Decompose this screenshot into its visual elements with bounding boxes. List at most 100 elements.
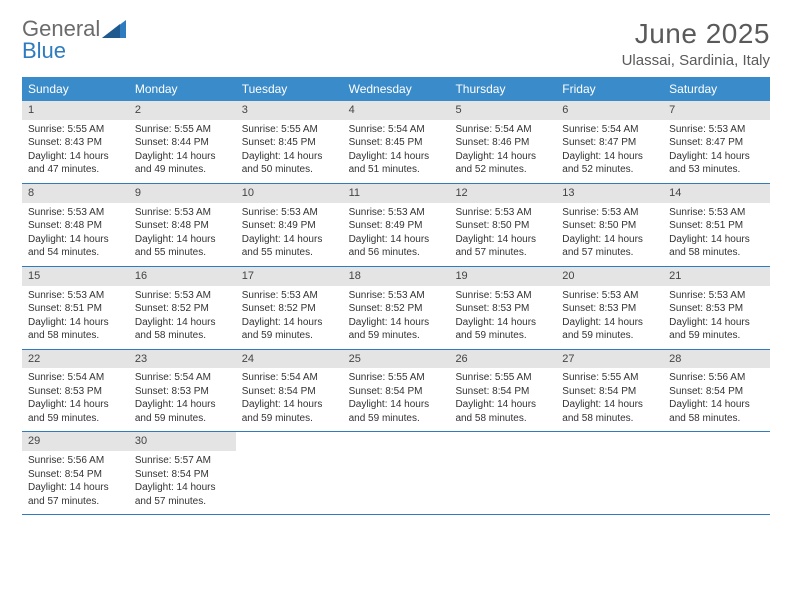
day-number: 17 [236,267,343,286]
sunset-line: Sunset: 8:53 PM [135,385,230,399]
daylight-line: Daylight: 14 hours and 57 minutes. [135,481,230,508]
sunrise-line: Sunrise: 5:53 AM [135,206,230,220]
day-number: 14 [663,184,770,203]
daylight-line: Daylight: 14 hours and 59 minutes. [562,316,657,343]
day-cell: 28Sunrise: 5:56 AMSunset: 8:54 PMDayligh… [663,350,770,432]
weekday-header: Friday [556,77,663,101]
day-cell: 1Sunrise: 5:55 AMSunset: 8:43 PMDaylight… [22,101,129,183]
day-cell: 23 Sunrise: 5:54 AMSunset: 8:53 PMDayligh… [129,350,236,432]
sunset-line: Sunset: 8:50 PM [562,219,657,233]
day-cell: 21Sunrise: 5:53 AMSunset: 8:53 PMDayligh… [663,267,770,349]
sunrise-line: Sunrise: 5:53 AM [242,206,337,220]
logo-triangle-icon [102,18,128,40]
sunset-line: Sunset: 8:52 PM [135,302,230,316]
weekday-header-row: SundayMondayTuesdayWednesdayThursdayFrid… [22,77,770,101]
daylight-line: Daylight: 14 hours and 59 minutes. [349,398,444,425]
logo: General Blue [22,18,128,62]
daylight-line: Daylight: 14 hours and 59 minutes. [242,398,337,425]
week-row: 15Sunrise: 5:53 AMSunset: 8:51 PMDayligh… [22,267,770,350]
day-number: 5 [449,101,556,120]
daylight-line: Daylight: 14 hours and 55 minutes. [242,233,337,260]
daylight-line: Daylight: 14 hours and 59 minutes. [455,316,550,343]
sunset-line: Sunset: 8:50 PM [455,219,550,233]
day-cell: 15Sunrise: 5:53 AMSunset: 8:51 PMDayligh… [22,267,129,349]
sunrise-line: Sunrise: 5:53 AM [562,289,657,303]
sunrise-line: Sunrise: 5:53 AM [562,206,657,220]
daylight-line: Daylight: 14 hours and 59 minutes. [349,316,444,343]
sunrise-line: Sunrise: 5:54 AM [455,123,550,137]
sunset-line: Sunset: 8:54 PM [455,385,550,399]
day-cell: 2Sunrise: 5:55 AMSunset: 8:44 PMDaylight… [129,101,236,183]
day-cell [556,432,663,514]
day-cell [663,432,770,514]
sunset-line: Sunset: 8:48 PM [135,219,230,233]
day-number: 15 [22,267,129,286]
daylight-line: Daylight: 14 hours and 53 minutes. [669,150,764,177]
day-cell: 10Sunrise: 5:53 AMSunset: 8:49 PMDayligh… [236,184,343,266]
day-number: 13 [556,184,663,203]
day-cell: 19Sunrise: 5:53 AMSunset: 8:53 PMDayligh… [449,267,556,349]
day-cell: 22Sunrise: 5:54 AMSunset: 8:53 PMDayligh… [22,350,129,432]
sunset-line: Sunset: 8:53 PM [562,302,657,316]
sunrise-line: Sunrise: 5:54 AM [135,371,230,385]
daylight-line: Daylight: 14 hours and 59 minutes. [135,398,230,425]
day-cell: 25Sunrise: 5:55 AMSunset: 8:54 PMDayligh… [343,350,450,432]
day-cell: 12Sunrise: 5:53 AMSunset: 8:50 PMDayligh… [449,184,556,266]
sunset-line: Sunset: 8:54 PM [135,468,230,482]
sunrise-line: Sunrise: 5:57 AM [135,454,230,468]
week-row: 22Sunrise: 5:54 AMSunset: 8:53 PMDayligh… [22,350,770,433]
weekday-header: Thursday [449,77,556,101]
sunrise-line: Sunrise: 5:55 AM [28,123,123,137]
daylight-line: Daylight: 14 hours and 58 minutes. [135,316,230,343]
daylight-line: Daylight: 14 hours and 52 minutes. [562,150,657,177]
daylight-line: Daylight: 14 hours and 58 minutes. [455,398,550,425]
daylight-line: Daylight: 14 hours and 54 minutes. [28,233,123,260]
day-number: 26 [449,350,556,369]
sunrise-line: Sunrise: 5:53 AM [455,206,550,220]
sunset-line: Sunset: 8:47 PM [669,136,764,150]
day-number: 6 [556,101,663,120]
daylight-line: Daylight: 14 hours and 59 minutes. [28,398,123,425]
daylight-line: Daylight: 14 hours and 57 minutes. [455,233,550,260]
sunset-line: Sunset: 8:52 PM [242,302,337,316]
day-cell: 30Sunrise: 5:57 AMSunset: 8:54 PMDayligh… [129,432,236,514]
weekday-header: Tuesday [236,77,343,101]
day-cell: 16Sunrise: 5:53 AMSunset: 8:52 PMDayligh… [129,267,236,349]
day-cell [343,432,450,514]
daylight-line: Daylight: 14 hours and 59 minutes. [669,316,764,343]
day-number: 18 [343,267,450,286]
week-row: 8Sunrise: 5:53 AMSunset: 8:48 PMDaylight… [22,184,770,267]
day-cell: 3Sunrise: 5:55 AMSunset: 8:45 PMDaylight… [236,101,343,183]
sunrise-line: Sunrise: 5:53 AM [349,206,444,220]
sunrise-line: Sunrise: 5:53 AM [242,289,337,303]
sunrise-line: Sunrise: 5:55 AM [349,371,444,385]
sunset-line: Sunset: 8:52 PM [349,302,444,316]
sunrise-line: Sunrise: 5:53 AM [349,289,444,303]
day-cell: 5Sunrise: 5:54 AMSunset: 8:46 PMDaylight… [449,101,556,183]
day-cell: 11Sunrise: 5:53 AMSunset: 8:49 PMDayligh… [343,184,450,266]
daylight-line: Daylight: 14 hours and 55 minutes. [135,233,230,260]
day-number: 23 [129,350,236,369]
day-number: 8 [22,184,129,203]
sunrise-line: Sunrise: 5:53 AM [28,206,123,220]
day-number: 16 [129,267,236,286]
sunrise-line: Sunrise: 5:53 AM [669,206,764,220]
day-cell: 20Sunrise: 5:53 AMSunset: 8:53 PMDayligh… [556,267,663,349]
day-number: 2 [129,101,236,120]
day-cell: 27Sunrise: 5:55 AMSunset: 8:54 PMDayligh… [556,350,663,432]
month-title: June 2025 [622,18,770,50]
sunset-line: Sunset: 8:54 PM [349,385,444,399]
day-cell: 4Sunrise: 5:54 AMSunset: 8:45 PMDaylight… [343,101,450,183]
day-cell: 6Sunrise: 5:54 AMSunset: 8:47 PMDaylight… [556,101,663,183]
sunrise-line: Sunrise: 5:53 AM [669,123,764,137]
sunset-line: Sunset: 8:51 PM [669,219,764,233]
daylight-line: Daylight: 14 hours and 57 minutes. [562,233,657,260]
sunset-line: Sunset: 8:44 PM [135,136,230,150]
sunset-line: Sunset: 8:54 PM [242,385,337,399]
sunset-line: Sunset: 8:45 PM [242,136,337,150]
logo-line2: Blue [22,38,66,63]
sunset-line: Sunset: 8:49 PM [349,219,444,233]
day-number: 19 [449,267,556,286]
sunset-line: Sunset: 8:53 PM [669,302,764,316]
sunrise-line: Sunrise: 5:55 AM [242,123,337,137]
